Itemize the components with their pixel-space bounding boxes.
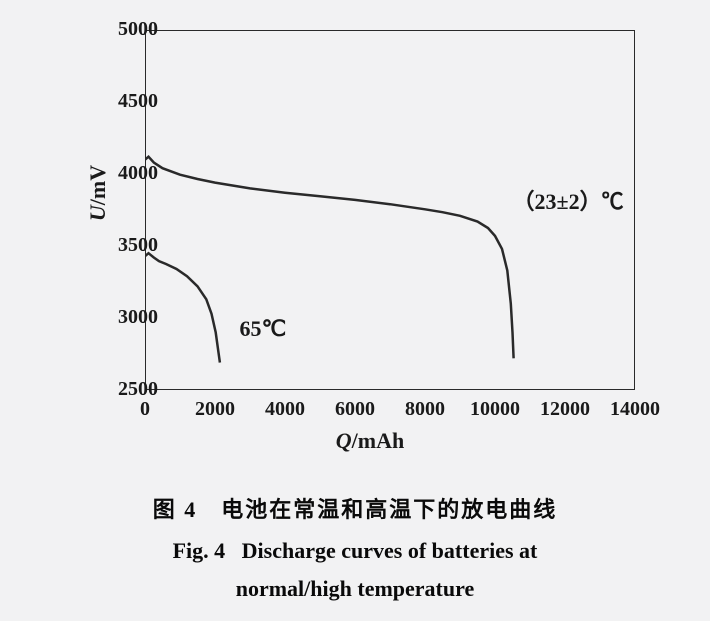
x-axis-title: Q/mAh: [336, 428, 404, 454]
y-tick-label: 3500: [98, 234, 158, 257]
caption-english-line1: Fig. 4 Discharge curves of batteries at: [0, 538, 710, 564]
x-tick-label: 2000: [195, 398, 235, 421]
curves: [145, 157, 514, 363]
x-tick-label: 6000: [335, 398, 375, 421]
x-tick-label: 12000: [540, 398, 590, 421]
x-tick-label: 10000: [470, 398, 520, 421]
curve-0: [145, 157, 514, 359]
x-tick-label: 4000: [265, 398, 305, 421]
discharge-chart: 250030003500400045005000 020004000600080…: [50, 10, 660, 470]
series-label-1: 65℃: [240, 316, 287, 342]
x-tick-label: 8000: [405, 398, 445, 421]
y-tick-label: 4500: [98, 90, 158, 113]
y-axis-title: U/mV: [85, 165, 111, 221]
x-tick-label: 0: [140, 398, 150, 421]
y-tick-label: 3000: [98, 306, 158, 329]
x-tick-label: 14000: [610, 398, 660, 421]
caption-english-line2: normal/high temperature: [0, 576, 710, 602]
y-tick-label: 5000: [98, 18, 158, 41]
series-label-0: （23±2）℃: [513, 184, 624, 216]
caption-chinese: 图 4 电池在常温和高温下的放电曲线: [0, 492, 710, 524]
